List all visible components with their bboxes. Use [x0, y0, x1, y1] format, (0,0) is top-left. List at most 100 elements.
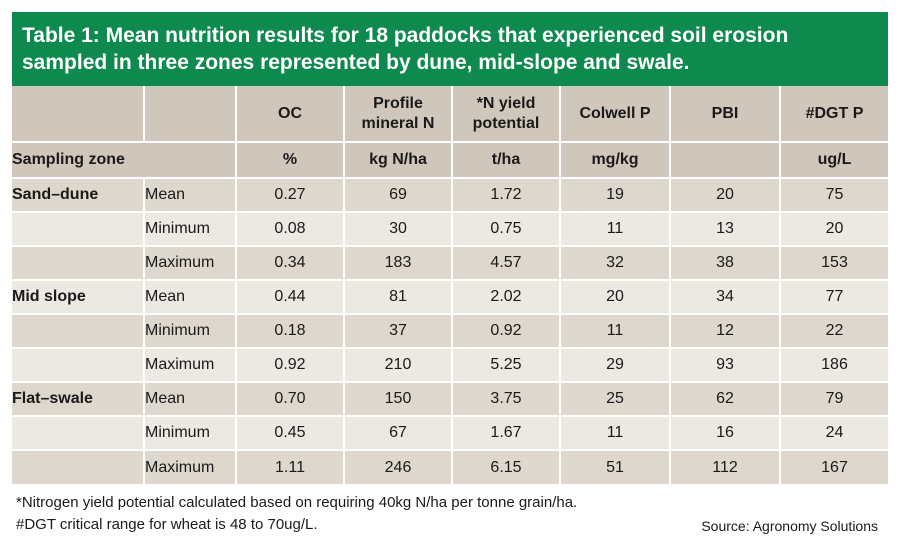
value-cell: 1.67	[452, 415, 561, 450]
unit-dgt-p: ug/L	[780, 141, 888, 178]
unit-colwell-p: mg/kg	[560, 141, 671, 178]
value-cell: 11	[560, 313, 671, 348]
zone-cell	[12, 245, 145, 280]
value-cell: 0.44	[236, 279, 345, 314]
unit-n-yield: t/ha	[452, 141, 561, 178]
header-blank	[12, 86, 145, 142]
value-cell: 1.72	[452, 177, 561, 212]
value-cell: 77	[780, 279, 888, 314]
value-cell: 37	[344, 313, 453, 348]
table-row: Flat–swale Mean 0.70 150 3.75 25 62 79	[12, 381, 888, 416]
value-cell: 25	[560, 381, 671, 416]
zone-cell	[12, 347, 145, 382]
value-cell: 0.27	[236, 177, 345, 212]
table-row: Minimum 0.45 67 1.67 11 16 24	[12, 415, 888, 450]
table-row: Maximum 0.92 210 5.25 29 93 186	[12, 347, 888, 382]
value-cell: 0.34	[236, 245, 345, 280]
value-cell: 246	[344, 449, 453, 484]
value-cell: 29	[560, 347, 671, 382]
value-cell: 20	[670, 177, 781, 212]
value-cell: 4.57	[452, 245, 561, 280]
col-header-mineral-n: Profile mineral N	[344, 86, 453, 142]
value-cell: 0.92	[236, 347, 345, 382]
value-cell: 0.70	[236, 381, 345, 416]
value-cell: 186	[780, 347, 888, 382]
value-cell: 93	[670, 347, 781, 382]
header-blank	[144, 86, 237, 142]
table-title-line2: sampled in three zones represented by du…	[22, 51, 690, 74]
stat-cell: Minimum	[144, 211, 237, 246]
value-cell: 153	[780, 245, 888, 280]
value-cell: 112	[670, 449, 781, 484]
zone-cell	[12, 211, 145, 246]
value-cell: 5.25	[452, 347, 561, 382]
value-cell: 20	[560, 279, 671, 314]
table-row: Minimum 0.18 37 0.92 11 12 22	[12, 313, 888, 348]
value-cell: 0.45	[236, 415, 345, 450]
value-cell: 16	[670, 415, 781, 450]
header-row-names: OC Profile mineral N *N yield potential …	[12, 86, 888, 142]
value-cell: 81	[344, 279, 453, 314]
table-title: Table 1: Mean nutrition results for 18 p…	[12, 12, 888, 86]
table-row: Minimum 0.08 30 0.75 11 13 20	[12, 211, 888, 246]
unit-pbi	[670, 141, 781, 178]
col-header-oc: OC	[236, 86, 345, 142]
stat-cell: Minimum	[144, 313, 237, 348]
value-cell: 34	[670, 279, 781, 314]
col-header-n-yield: *N yield potential	[452, 86, 561, 142]
table-title-line1: Table 1: Mean nutrition results for 18 p…	[22, 24, 789, 47]
stat-cell: Mean	[144, 279, 237, 314]
stat-cell: Minimum	[144, 415, 237, 450]
sampling-zone-label: Sampling zone	[12, 141, 237, 178]
table-row: Maximum 0.34 183 4.57 32 38 153	[12, 245, 888, 280]
value-cell: 6.15	[452, 449, 561, 484]
value-cell: 0.92	[452, 313, 561, 348]
stat-cell: Mean	[144, 177, 237, 212]
header-row-units: Sampling zone % kg N/ha t/ha mg/kg ug/L	[12, 141, 888, 178]
source-credit: Source: Agronomy Solutions	[701, 518, 878, 534]
unit-oc: %	[236, 141, 345, 178]
footnote-dgt: #DGT critical range for wheat is 48 to 7…	[16, 516, 318, 533]
footnote-n-yield: *Nitrogen yield potential calculated bas…	[16, 494, 578, 511]
value-cell: 150	[344, 381, 453, 416]
value-cell: 1.11	[236, 449, 345, 484]
value-cell: 20	[780, 211, 888, 246]
zone-cell	[12, 313, 145, 348]
value-cell: 30	[344, 211, 453, 246]
zone-cell: Mid slope	[12, 279, 145, 314]
stat-cell: Mean	[144, 381, 237, 416]
table-body: Sand–dune Mean 0.27 69 1.72 19 20 75 Min…	[12, 177, 888, 484]
footnotes: *Nitrogen yield potential calculated bas…	[16, 492, 577, 536]
value-cell: 11	[560, 415, 671, 450]
unit-mineral-n: kg N/ha	[344, 141, 453, 178]
col-header-colwell-p: Colwell P	[560, 86, 671, 142]
value-cell: 38	[670, 245, 781, 280]
stat-cell: Maximum	[144, 347, 237, 382]
zone-cell	[12, 415, 145, 450]
table-row: Mid slope Mean 0.44 81 2.02 20 34 77	[12, 279, 888, 314]
col-header-dgt-p: #DGT P	[780, 86, 888, 142]
stat-cell: Maximum	[144, 449, 237, 484]
value-cell: 12	[670, 313, 781, 348]
col-header-pbi: PBI	[670, 86, 781, 142]
value-cell: 32	[560, 245, 671, 280]
value-cell: 210	[344, 347, 453, 382]
value-cell: 24	[780, 415, 888, 450]
table-row: Maximum 1.11 246 6.15 51 112 167	[12, 449, 888, 484]
value-cell: 3.75	[452, 381, 561, 416]
zone-cell: Sand–dune	[12, 177, 145, 212]
value-cell: 0.75	[452, 211, 561, 246]
value-cell: 51	[560, 449, 671, 484]
value-cell: 167	[780, 449, 888, 484]
value-cell: 69	[344, 177, 453, 212]
stat-cell: Maximum	[144, 245, 237, 280]
value-cell: 13	[670, 211, 781, 246]
value-cell: 183	[344, 245, 453, 280]
zone-cell: Flat–swale	[12, 381, 145, 416]
value-cell: 67	[344, 415, 453, 450]
value-cell: 62	[670, 381, 781, 416]
value-cell: 0.08	[236, 211, 345, 246]
value-cell: 0.18	[236, 313, 345, 348]
value-cell: 22	[780, 313, 888, 348]
zone-cell	[12, 449, 145, 484]
